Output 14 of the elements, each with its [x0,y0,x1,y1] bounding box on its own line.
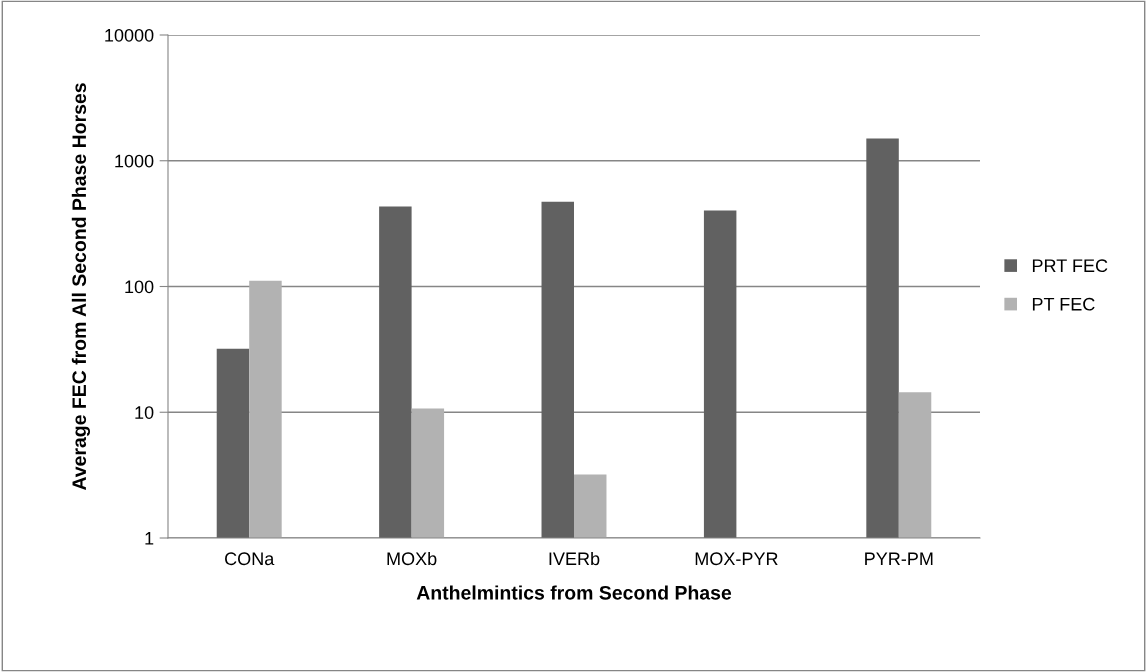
y-tick-label: 10000 [105,28,154,42]
y-tick-label: 1000 [115,154,154,168]
x-tick-label: IVERb [549,551,600,566]
y-axis-title: Average FEC from All Second Phase Horses [71,83,91,491]
y-tick-label: 10 [135,406,154,419]
x-axis-title: Anthelmintics from Second Phase [416,585,732,600]
x-tick-label: CONa [225,552,275,566]
legend-label: PT FEC [1032,297,1095,311]
y-tick-label: 1 [145,532,154,545]
x-tick-label: MOXb [387,551,437,566]
x-tick-label: MOX-PYR [695,552,778,566]
y-tick-label: 100 [125,280,154,294]
x-tick-label: PYR-PM [865,552,933,565]
legend-label: PRT FEC [1032,259,1108,273]
